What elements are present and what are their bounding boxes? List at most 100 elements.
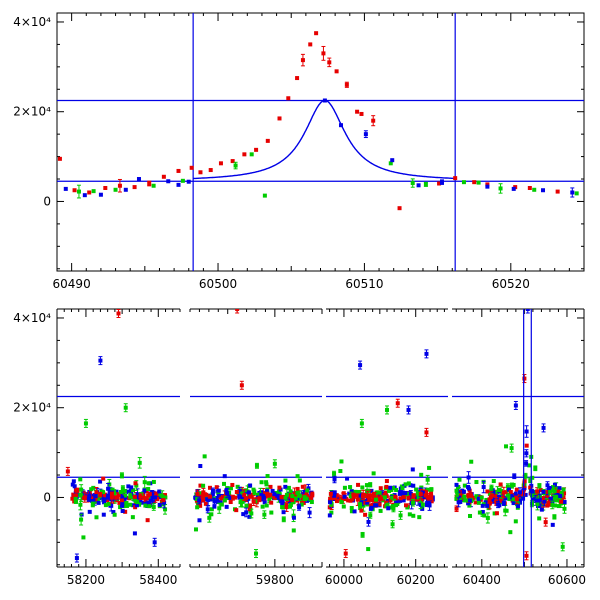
bottom-light-curve-panel: 58200 58400 59800 60000 60200 60400 60600 0 2×10…	[13, 308, 586, 587]
data-point	[117, 183, 122, 188]
data-point	[102, 497, 107, 502]
data-point	[83, 421, 88, 426]
data-point	[299, 500, 304, 505]
data-point	[562, 491, 567, 496]
data-point	[424, 490, 429, 495]
data-point	[280, 499, 285, 504]
data-point	[248, 483, 253, 488]
data-point	[359, 111, 364, 116]
data-point	[391, 506, 396, 511]
data-point	[426, 494, 431, 499]
data-point	[237, 489, 242, 494]
data-point	[216, 493, 221, 498]
data-point	[138, 494, 143, 499]
data-point	[101, 490, 106, 495]
data-point	[123, 509, 128, 514]
data-point	[425, 477, 430, 482]
data-point	[297, 493, 302, 498]
data-point	[290, 498, 295, 503]
data-point	[136, 177, 141, 182]
data-point	[535, 504, 540, 509]
data-point	[524, 429, 529, 434]
x-tick-label: 60500	[199, 277, 237, 291]
data-point	[111, 510, 116, 515]
data-point	[552, 514, 557, 519]
data-point	[286, 485, 291, 490]
data-point	[246, 490, 251, 495]
data-point	[476, 180, 481, 185]
data-point	[290, 500, 295, 505]
x-tick-label: 60000	[325, 573, 363, 587]
data-point	[398, 496, 403, 501]
data-point	[219, 502, 224, 507]
data-point	[561, 487, 566, 492]
data-point	[214, 485, 219, 490]
data-point	[301, 500, 306, 505]
data-point	[122, 488, 127, 493]
data-point	[120, 508, 125, 513]
data-point	[411, 513, 416, 518]
data-point	[380, 496, 385, 501]
data-point	[342, 485, 347, 490]
data-point	[472, 180, 477, 185]
data-point	[72, 188, 77, 193]
data-point	[395, 401, 400, 406]
data-point	[132, 185, 137, 190]
data-point	[456, 500, 461, 505]
y-tick-label: 0	[43, 490, 51, 504]
data-point	[485, 182, 490, 187]
data-point	[352, 509, 357, 514]
data-point	[180, 178, 185, 183]
data-point	[512, 474, 517, 479]
data-point	[558, 494, 563, 499]
data-point	[143, 498, 148, 503]
data-point	[161, 498, 166, 503]
data-point	[501, 490, 506, 495]
data-point	[265, 138, 270, 143]
data-point	[330, 495, 335, 500]
data-point	[90, 498, 95, 503]
data-point	[150, 494, 155, 499]
data-point	[73, 493, 78, 498]
data-point	[378, 494, 383, 499]
data-point	[291, 515, 296, 520]
data-point	[369, 488, 374, 493]
data-point	[495, 489, 500, 494]
data-point	[528, 485, 533, 490]
data-point	[201, 490, 206, 495]
data-point	[109, 495, 114, 500]
data-point	[212, 499, 217, 504]
data-point	[277, 116, 282, 121]
data-point	[527, 185, 532, 190]
data-point	[242, 493, 247, 498]
data-point	[463, 498, 468, 503]
data-point	[513, 494, 518, 499]
data-point	[365, 500, 370, 505]
data-point	[358, 363, 363, 368]
data-point	[327, 60, 332, 65]
data-point	[370, 498, 375, 503]
data-point	[386, 506, 391, 511]
data-point	[453, 176, 458, 181]
y-tick-label: 4×10⁴	[13, 311, 51, 325]
data-point	[496, 502, 501, 507]
data-point	[106, 486, 111, 491]
data-point	[394, 487, 399, 492]
data-point	[142, 480, 147, 485]
data-point	[216, 491, 221, 496]
data-point	[454, 506, 459, 511]
data-point	[264, 482, 269, 487]
data-point	[70, 482, 75, 487]
data-point	[152, 495, 157, 500]
data-point	[416, 183, 421, 188]
data-point	[94, 515, 99, 520]
data-point	[514, 496, 519, 501]
data-point	[487, 501, 492, 506]
data-point	[109, 503, 114, 508]
data-point	[467, 498, 472, 503]
data-point	[291, 528, 296, 533]
data-point	[91, 189, 96, 194]
data-point	[349, 509, 354, 514]
data-point	[351, 492, 356, 497]
data-point	[393, 494, 398, 499]
